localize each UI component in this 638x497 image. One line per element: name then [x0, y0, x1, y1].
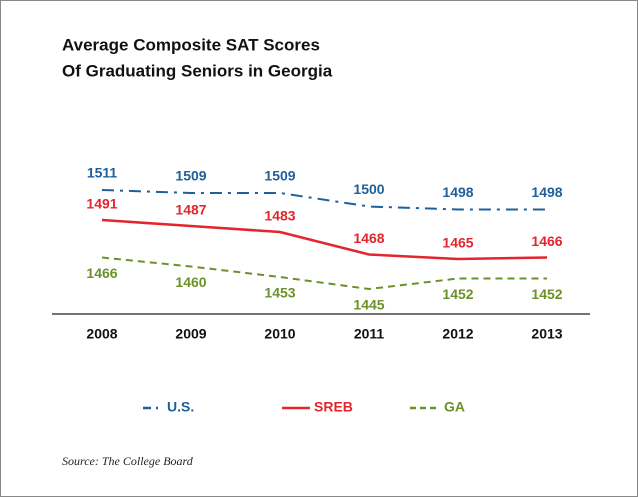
data-label: 1452: [531, 286, 562, 302]
x-tick-label: 2011: [354, 326, 385, 342]
data-label: 1498: [442, 184, 473, 200]
data-label: 1487: [175, 202, 206, 218]
x-tick-label: 2013: [531, 326, 562, 342]
data-label: 1509: [175, 168, 206, 184]
legend-label: U.S.: [167, 399, 194, 415]
data-label: 1500: [353, 181, 384, 197]
series-line: [101, 256, 547, 291]
data-label: 1453: [264, 285, 295, 301]
series-line: [101, 189, 547, 211]
x-tick-label: 2008: [86, 326, 117, 342]
x-tick-label: 2012: [442, 326, 473, 342]
data-label: 1466: [531, 233, 562, 249]
chart-title: Of Graduating Seniors in Georgia: [62, 61, 333, 80]
data-label: 1466: [86, 265, 117, 281]
legend-label: SREB: [314, 399, 353, 415]
data-label: 1465: [442, 235, 473, 251]
data-label: 1460: [175, 274, 206, 290]
data-label: 1468: [353, 230, 384, 246]
legend-label: GA: [444, 399, 465, 415]
x-tick-label: 2010: [264, 326, 295, 342]
data-label: 1445: [353, 297, 384, 313]
data-label: 1491: [86, 196, 117, 212]
source: Source: The College Board: [62, 454, 194, 468]
series-line: [101, 218, 548, 261]
chart-title: Average Composite SAT Scores: [62, 35, 320, 54]
data-label: 1452: [442, 286, 473, 302]
x-tick-label: 2009: [175, 326, 206, 342]
data-label: 1498: [531, 184, 562, 200]
data-label: 1509: [264, 168, 295, 184]
data-label: 1511: [87, 165, 118, 181]
data-label: 1483: [264, 208, 295, 224]
